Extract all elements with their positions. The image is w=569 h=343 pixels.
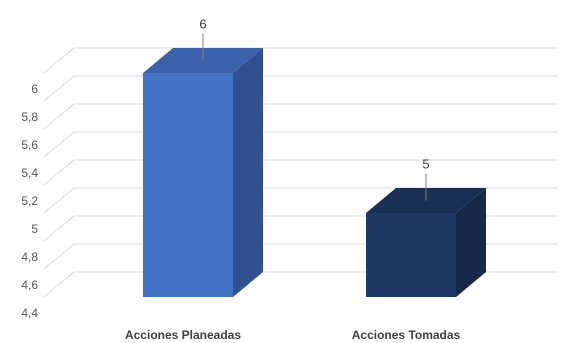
bar [366, 213, 456, 297]
y-tick-label: 4,8 [21, 250, 38, 264]
category-label: Acciones Tomadas [352, 328, 461, 342]
y-tick-label: 4,4 [21, 306, 38, 320]
y-tick-label: 4,6 [21, 278, 38, 292]
y-tick-label: 6 [31, 82, 38, 96]
y-tick-label: 5,8 [21, 110, 38, 124]
bar-side [456, 188, 486, 297]
data-label: 6 [199, 17, 206, 32]
gridline-side [43, 187, 75, 214]
gridline-side [43, 131, 75, 158]
gridline-side [43, 243, 75, 270]
gridline-side [43, 47, 75, 74]
y-tick-label: 5,2 [21, 194, 38, 208]
gridline-side [43, 271, 75, 298]
gridline-side [43, 103, 75, 130]
y-tick-label: 5 [31, 222, 38, 236]
y-tick-label: 5,4 [21, 166, 38, 180]
bar-side [233, 48, 263, 297]
data-label: 5 [422, 157, 429, 172]
bar [143, 73, 233, 297]
gridline-side [43, 159, 75, 186]
gridline-side [43, 75, 75, 102]
category-label: Acciones Planeadas [125, 328, 241, 342]
y-tick-label: 5,6 [21, 138, 38, 152]
gridline-side [43, 215, 75, 242]
